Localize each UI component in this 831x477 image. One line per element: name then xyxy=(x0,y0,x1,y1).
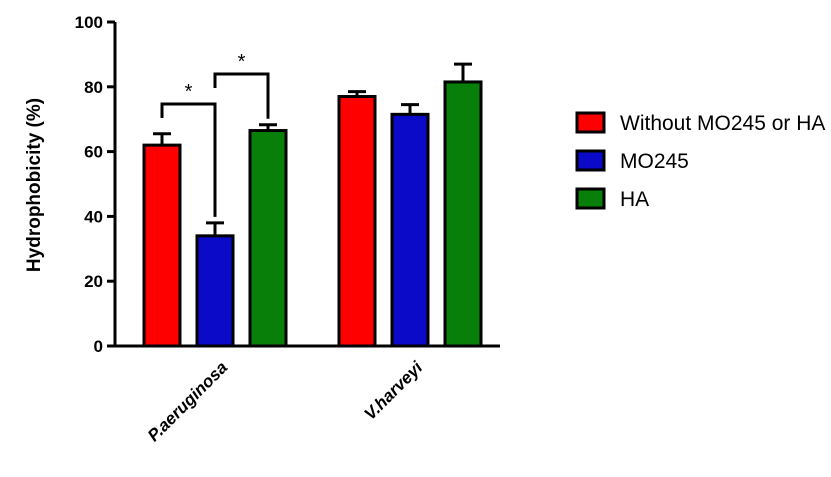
y-tick-label: 20 xyxy=(84,272,103,291)
y-tick-label: 0 xyxy=(94,337,103,356)
y-ticks: 0 20 40 60 80 100 xyxy=(75,13,115,356)
x-category-label: P.aeruginosa xyxy=(144,358,231,445)
x-category-label: V.harveyi xyxy=(361,357,428,424)
legend-label: MO245 xyxy=(620,150,689,173)
significance-marker: * xyxy=(185,81,193,103)
legend-swatch xyxy=(575,149,606,172)
legend-swatch xyxy=(575,111,606,134)
significance-brackets: ** xyxy=(160,51,270,217)
bar xyxy=(248,129,288,348)
legend: Without MO245 or HA MO245 HA xyxy=(575,111,825,211)
bar xyxy=(195,234,235,348)
bar xyxy=(390,112,430,348)
bars xyxy=(142,80,483,348)
bar xyxy=(142,143,182,348)
significance-bracket xyxy=(160,102,217,217)
legend-label: HA xyxy=(620,188,649,211)
significance-marker: * xyxy=(238,51,246,73)
significance-bracket xyxy=(213,72,270,119)
bar xyxy=(337,95,377,348)
legend-label: Without MO245 or HA xyxy=(620,112,825,135)
y-tick-label: 60 xyxy=(84,143,103,162)
category-labels: P.aeruginosa V.harveyi xyxy=(144,357,427,445)
legend-swatch xyxy=(575,187,606,210)
y-tick-label: 40 xyxy=(84,207,103,226)
y-tick-label: 80 xyxy=(84,78,103,97)
bar xyxy=(443,80,483,348)
error-bars xyxy=(153,62,472,236)
y-tick-label: 100 xyxy=(75,13,103,32)
y-axis-title: Hydrophobicity (%) xyxy=(24,98,45,272)
